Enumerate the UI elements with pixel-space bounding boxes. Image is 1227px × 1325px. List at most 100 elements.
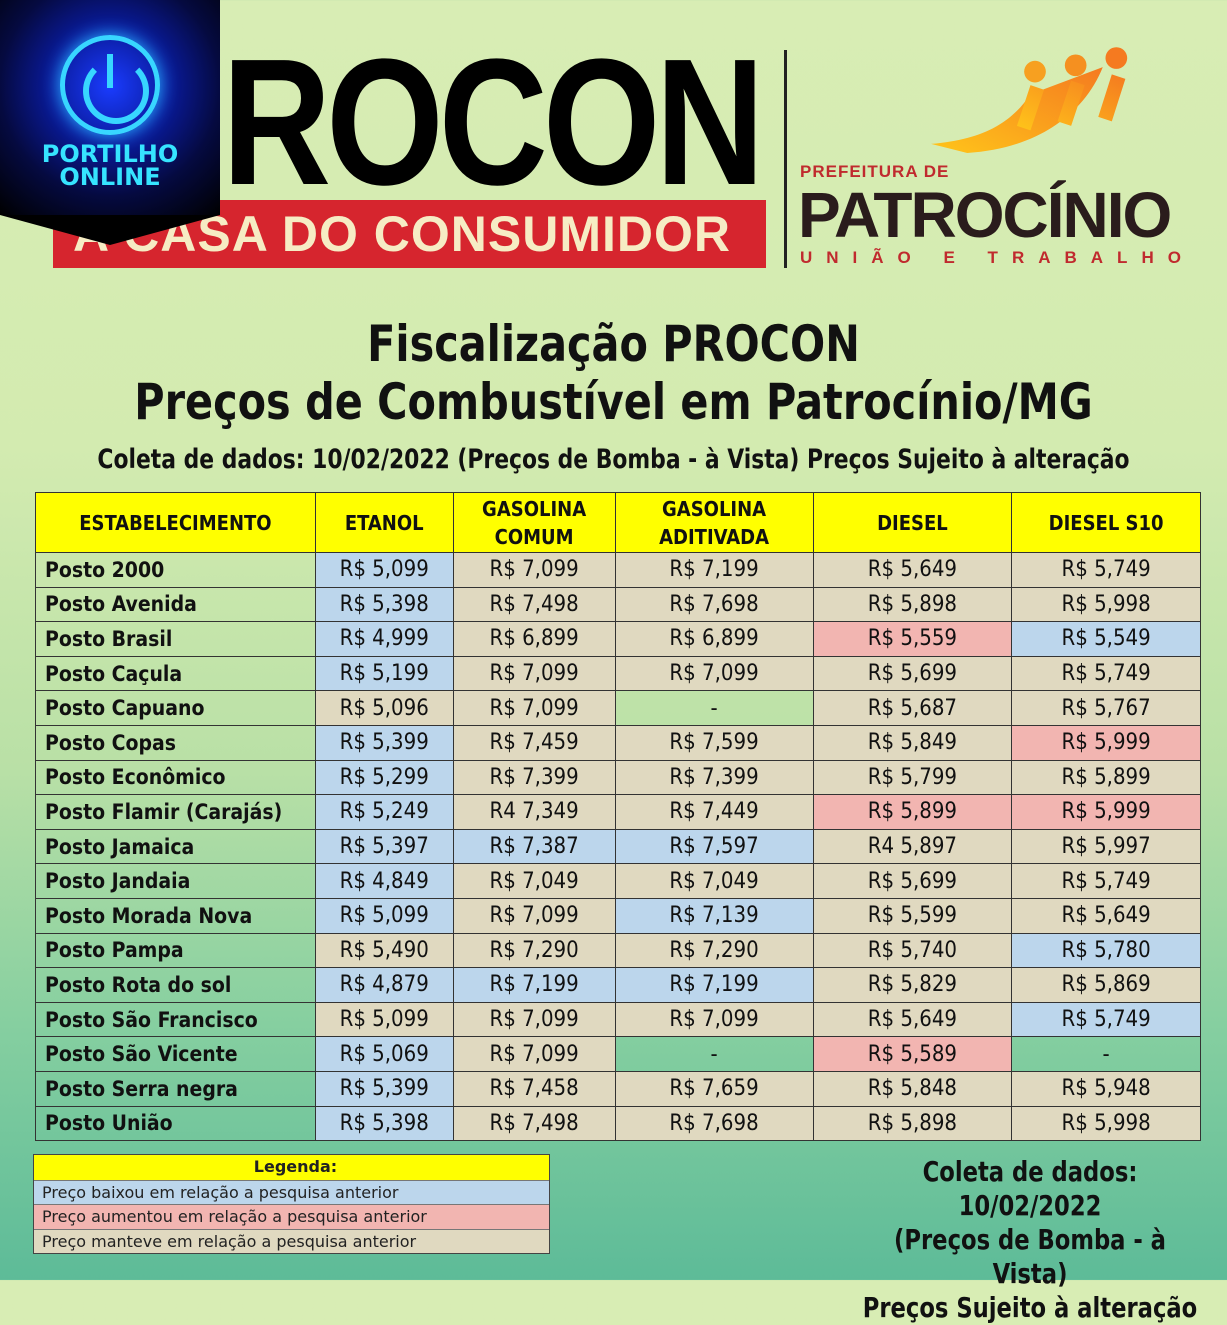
price-etanol: R$ 5,099: [314, 1001, 454, 1038]
establishment-name: Posto Capuano: [35, 690, 316, 726]
legend-kept: Preço manteve em relação a pesquisa ante…: [34, 1228, 549, 1253]
price-gasolina-aditivada: R$ 7,698: [614, 1105, 814, 1142]
price-gasolina-comum: R$ 7,099: [452, 655, 616, 692]
price-diesel: R$ 5,699: [812, 863, 1013, 899]
price-diesel-s10: R$ 5,999: [1011, 724, 1201, 761]
table-row: Posto Avenida R$ 5,398 R$ 7,498 R$ 7,698 R$ …: [35, 586, 1201, 623]
establishment-name: Posto Brasil: [35, 621, 316, 657]
table-row: Posto União R$ 5,398 R$ 7,498 R$ 7,698 R$ 5,…: [35, 1105, 1201, 1142]
price-gasolina-comum: R$ 7,099: [452, 1036, 616, 1072]
price-gasolina-comum: R$ 7,099: [452, 1001, 616, 1038]
col-header-establishment: ESTABELECIMENTO: [35, 492, 316, 553]
establishment-name: Posto São Vicente: [35, 1036, 316, 1072]
price-diesel: R$ 5,898: [812, 1105, 1013, 1142]
price-gasolina-comum: R4 7,349: [452, 794, 616, 830]
price-diesel: R4 5,897: [812, 828, 1013, 865]
table-row: Posto Brasil R$ 4,999 R$ 6,899 R$ 6,899 R$ 5…: [35, 621, 1201, 657]
price-etanol: R$ 5,099: [314, 552, 454, 588]
price-gasolina-comum: R$ 7,459: [452, 724, 616, 761]
price-etanol: R$ 4,879: [314, 967, 454, 1003]
price-diesel: R$ 5,589: [812, 1036, 1013, 1072]
price-etanol: R$ 4,999: [314, 621, 454, 657]
price-etanol: R$ 5,099: [314, 897, 454, 934]
price-etanol: R$ 5,399: [314, 724, 454, 761]
price-diesel-s10: R$ 5,999: [1011, 794, 1201, 830]
price-diesel-s10: R$ 5,767: [1011, 690, 1201, 726]
establishment-name: Posto União: [35, 1105, 316, 1142]
logo-line1: PORTILHO: [41, 140, 179, 168]
legend-raised: Preço aumentou em relação a pesquisa ant…: [34, 1204, 549, 1229]
price-diesel-s10: R$ 5,749: [1011, 552, 1201, 588]
table-row: Posto Econômico R$ 5,299 R$ 7,399 R$ 7,399 R…: [35, 759, 1201, 796]
legend-title: Legenda:: [34, 1155, 549, 1180]
col-header-diesel: DIESEL: [812, 492, 1013, 553]
fuel-price-table: ESTABELECIMENTO ETANOL GASOLINA COMUM GA…: [35, 492, 1201, 1142]
price-diesel-s10: R$ 5,749: [1011, 1001, 1201, 1038]
price-diesel: R$ 5,740: [812, 932, 1013, 969]
price-diesel: R$ 5,848: [812, 1070, 1013, 1107]
col-header-diesel-s10: DIESEL S10: [1011, 492, 1201, 553]
price-diesel-s10: R$ 5,749: [1011, 863, 1201, 899]
price-diesel-s10: R$ 5,948: [1011, 1070, 1201, 1107]
establishment-name: Posto 2000: [35, 552, 316, 588]
divider: [784, 50, 787, 268]
price-gasolina-comum: R$ 7,099: [452, 897, 616, 934]
page-subtitle: Preços de Combustível em Patrocínio/MG: [134, 373, 1093, 431]
establishment-name: Posto Avenida: [35, 586, 316, 623]
table-row: Posto Capuano R$ 5,096 R$ 7,099- R$ 5,687 R$…: [35, 690, 1201, 726]
table-row: Posto Rota do sol R$ 4,879 R$ 7,199 R$ 7,19…: [35, 967, 1201, 1003]
establishment-name: Posto Pampa: [35, 932, 316, 969]
note-line3: Preços Sujeito à alteração: [862, 1291, 1198, 1324]
establishment-name: Posto Jamaica: [35, 828, 316, 865]
price-gasolina-comum: R$ 6,899: [452, 621, 616, 657]
price-etanol: R$ 5,490: [314, 932, 454, 969]
collection-info: Coleta de dados: 10/02/2022 (Preços de B…: [97, 444, 1130, 475]
price-gasolina-comum: R$ 7,498: [452, 586, 616, 623]
price-diesel-s10: -: [1011, 1036, 1201, 1072]
price-diesel: R$ 5,599: [812, 897, 1013, 934]
legend: Legenda: Preço baixou em relação a pesqu…: [33, 1154, 550, 1254]
price-gasolina-comum: R$ 7,458: [452, 1070, 616, 1107]
establishment-name: Posto Rota do sol: [35, 967, 316, 1003]
price-etanol: R$ 5,096: [314, 690, 454, 726]
city-motto: UNIÃO E TRABALHO: [800, 248, 1195, 267]
price-gasolina-comum: R$ 7,498: [452, 1105, 616, 1142]
establishment-name: Posto Serra negra: [35, 1070, 316, 1107]
establishment-name: Posto Flamir (Carajás): [35, 794, 316, 830]
price-etanol: R$ 5,249: [314, 794, 454, 830]
portilho-online-logo: PORTILHO ONLINE: [0, 0, 220, 245]
table-row: Posto São Vicente R$ 5,069 R$ 7,099 - R$ 5,5…: [35, 1036, 1201, 1072]
price-gasolina-aditivada: R$ 7,139: [614, 897, 814, 934]
establishment-name: Posto Caçula: [35, 655, 316, 692]
table-row: Posto Copas R$ 5,399 R$ 7,459 R$ 7,599 R$ 5,…: [35, 724, 1201, 761]
price-gasolina-comum: R$ 7,290: [452, 932, 616, 969]
city-name: PATROCÍNIO: [798, 179, 1172, 251]
price-diesel-s10: R$ 5,997: [1011, 828, 1201, 865]
table-row: Posto Morada Nova R$ 5,099 R$ 7,099 R$ 7,13…: [35, 897, 1201, 934]
price-diesel: R$ 5,829: [812, 967, 1013, 1003]
col-header-etanol: ETANOL: [314, 492, 454, 553]
price-gasolina-aditivada: -: [614, 690, 814, 726]
establishment-name: Posto Copas: [35, 724, 316, 761]
price-gasolina-aditivada: R$ 6,899: [614, 621, 814, 657]
page-title: Fiscalização PROCON: [367, 315, 860, 373]
price-gasolina-aditivada: R$ 7,099: [614, 1001, 814, 1038]
price-diesel: R$ 5,899: [812, 794, 1013, 830]
price-gasolina-comum: R$ 7,099: [452, 690, 616, 726]
price-gasolina-comum: R$ 7,387: [452, 828, 616, 865]
price-diesel-s10: R$ 5,649: [1011, 897, 1201, 934]
price-etanol: R$ 5,069: [314, 1036, 454, 1072]
price-gasolina-aditivada: R$ 7,698: [614, 586, 814, 623]
establishment-name: Posto São Francisco: [35, 1001, 316, 1038]
price-diesel: R$ 5,898: [812, 586, 1013, 623]
price-gasolina-comum: R$ 7,399: [452, 759, 616, 796]
price-gasolina-aditivada: R$ 7,659: [614, 1070, 814, 1107]
price-diesel: R$ 5,799: [812, 759, 1013, 796]
table-row: Posto Jandaia R$ 4,849 R$ 7,049 R$ 7,049 R$ …: [35, 863, 1201, 899]
price-gasolina-comum: R$ 7,099: [452, 552, 616, 588]
price-etanol: R$ 5,398: [314, 1105, 454, 1142]
table-row: Posto Jamaica R$ 5,397 R$ 7,387 R$ 7,597 R4 …: [35, 828, 1201, 865]
table-row: Posto Serra negra R$ 5,399 R$ 7,458 R$ 7,65…: [35, 1070, 1201, 1107]
procon-logo-text: ROCON: [222, 22, 765, 223]
table-row: Posto São Francisco R$ 5,099 R$ 7,099 R$ 7,…: [35, 1001, 1201, 1038]
